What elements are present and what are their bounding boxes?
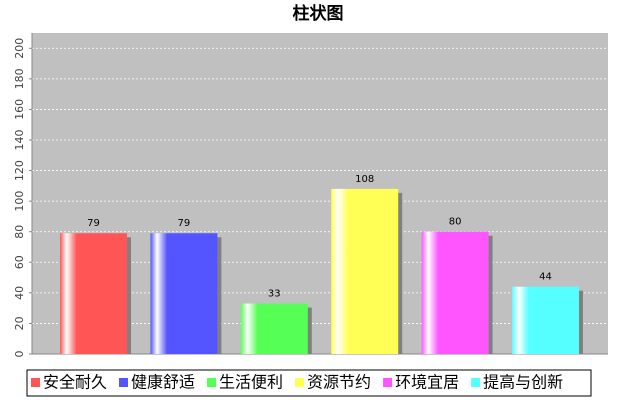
data-label: 79: [178, 218, 191, 229]
y-tick-label: 140: [13, 130, 26, 151]
legend-swatch: [31, 378, 40, 387]
data-label: 44: [539, 272, 552, 283]
y-tick-label: 180: [13, 68, 26, 89]
data-label: 80: [449, 217, 462, 228]
legend-label: 提高与创新: [483, 373, 563, 392]
bar: [512, 286, 579, 354]
legend-label: 环境宜居: [395, 373, 459, 392]
legend-swatch: [295, 378, 305, 387]
legend-label: 资源节约: [307, 373, 371, 392]
chart-title: 柱状图: [293, 3, 344, 24]
y-tick-label: 120: [13, 160, 26, 181]
y-tick-label: 0: [13, 351, 26, 358]
data-label: 79: [87, 218, 100, 229]
legend-label: 健康舒适: [131, 373, 195, 392]
y-tick-label: 20: [13, 316, 26, 330]
legend-swatch: [207, 378, 217, 387]
y-tick-label: 80: [13, 225, 26, 239]
bar: [240, 303, 308, 354]
data-label: 33: [268, 289, 281, 300]
bar: [421, 231, 489, 354]
y-tick-label: 100: [13, 191, 26, 212]
bar: [60, 233, 127, 354]
legend-swatch: [119, 378, 129, 387]
data-label: 108: [355, 174, 374, 185]
y-tick-label: 200: [13, 38, 26, 59]
y-tick-label: 60: [13, 255, 26, 269]
y-tick-label: 40: [13, 286, 26, 300]
bar: [150, 233, 218, 354]
legend-label: 生活便利: [219, 373, 283, 392]
legend-swatch: [383, 378, 393, 387]
bar: [331, 188, 399, 354]
legend-swatch: [471, 378, 481, 387]
y-tick-label: 160: [13, 99, 26, 120]
legend-label: 安全耐久: [43, 373, 107, 392]
